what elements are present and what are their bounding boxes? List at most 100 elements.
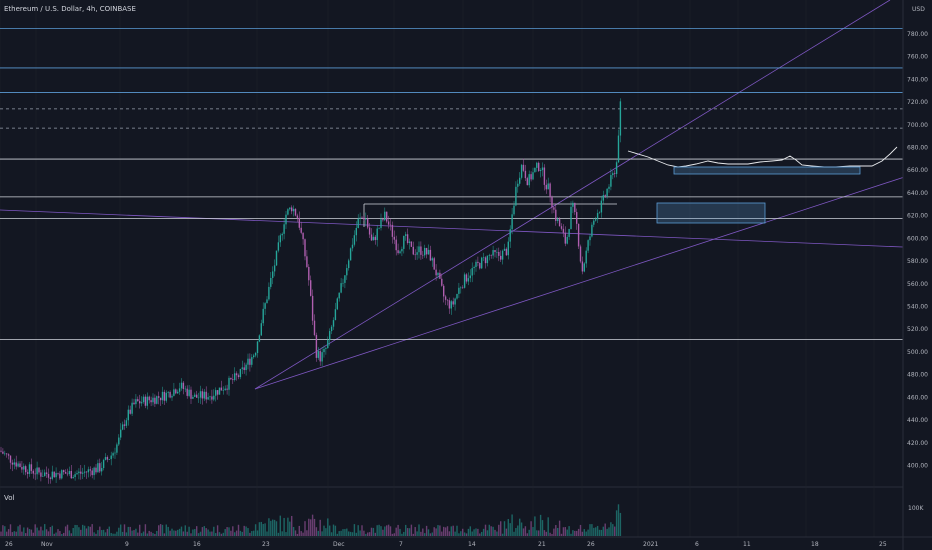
volume-bar — [539, 514, 542, 536]
volume-bar — [294, 530, 297, 536]
candle-body — [17, 463, 19, 467]
volume-bar — [519, 518, 521, 536]
candle-body — [121, 424, 124, 430]
candle-body — [387, 221, 390, 225]
volume-bar — [494, 529, 496, 536]
price-tick-label: 600.00 — [907, 235, 928, 242]
volume-bar — [25, 533, 27, 536]
candle-body — [11, 462, 14, 465]
volume-bar — [182, 531, 185, 536]
candle-body — [414, 254, 416, 256]
volume-bar — [196, 526, 198, 536]
volume-bar — [291, 515, 293, 536]
volume-bar — [241, 531, 243, 536]
volume-bar — [473, 529, 475, 536]
volume-bar — [289, 521, 291, 536]
volume-bar — [606, 528, 608, 536]
volume-bar — [501, 533, 504, 536]
candle-body — [304, 239, 306, 257]
candle-body — [266, 299, 268, 304]
candle-body — [26, 472, 29, 474]
volume-bar — [91, 524, 93, 536]
candle-body — [378, 227, 380, 229]
time-axis[interactable]: 26 Nov 9 16 23 Dec 7 14 21 26 2021 6 11 18 25 — [0, 536, 932, 548]
candle-body — [593, 220, 595, 225]
volume-bar — [275, 521, 278, 536]
projection-box — [656, 202, 766, 224]
time-tick-label: 11 — [743, 541, 751, 548]
volume-bar — [118, 527, 120, 536]
volume-bar — [306, 530, 308, 536]
volume-bar — [123, 524, 126, 536]
candle-body — [137, 399, 139, 402]
candle-body — [568, 229, 570, 237]
currency-label: USD — [912, 6, 925, 13]
volume-bar — [4, 526, 6, 536]
candle-body — [173, 389, 175, 396]
candle-body — [462, 287, 464, 289]
volume-bar — [595, 527, 597, 536]
volume-bar — [19, 524, 21, 536]
volume-bar — [167, 526, 169, 536]
volume-bar — [602, 526, 604, 536]
candle-body — [403, 235, 405, 249]
volume-bar — [218, 532, 221, 536]
candle-body — [264, 303, 266, 309]
volume-bar — [329, 525, 331, 536]
volume-bar — [547, 517, 549, 536]
price-axis[interactable]: 400.00 420.00 440.00 460.00 480.00 500.00 520.… — [902, 0, 932, 550]
candle-body — [395, 239, 397, 251]
candle-body — [492, 250, 494, 256]
candle-body — [558, 219, 561, 227]
candle-body — [45, 472, 48, 474]
volume-bar — [367, 532, 369, 536]
candle-body — [116, 444, 118, 453]
candle-body — [125, 420, 128, 426]
volume-bar — [68, 530, 71, 536]
candle-body — [342, 282, 344, 284]
candle-body — [359, 217, 361, 219]
volume-bar — [262, 523, 264, 536]
candle-body — [488, 255, 490, 256]
volume-bar — [7, 529, 10, 536]
candle-body — [70, 470, 72, 479]
volume-bar — [228, 527, 230, 536]
candle-body — [262, 308, 264, 324]
candle-body — [167, 392, 169, 393]
candle-body — [441, 278, 443, 286]
candle-body — [577, 223, 580, 247]
volume-bar — [323, 525, 325, 536]
volume-bar — [38, 530, 40, 536]
candle-body — [106, 457, 109, 460]
candle-body — [112, 453, 114, 456]
candle-body — [348, 260, 350, 269]
volume-bar — [422, 528, 424, 536]
volume-bar — [78, 527, 80, 536]
volume-bar — [433, 527, 435, 536]
candle-body — [538, 162, 540, 172]
volume-bar — [562, 527, 565, 536]
chart-title: Ethereum / U.S. Dollar, 4h, COINBASE — [4, 5, 136, 13]
candle-body — [321, 352, 323, 362]
volume-bar — [500, 521, 502, 536]
candle-body — [177, 391, 179, 394]
volume-bar — [203, 526, 205, 536]
candle-body — [382, 219, 384, 221]
volume-bar — [125, 532, 128, 536]
candle-body — [245, 364, 247, 371]
volume-bar — [435, 528, 437, 536]
price-tick-label: 720.00 — [907, 99, 928, 106]
candle-body — [184, 388, 186, 390]
volume-bar — [405, 524, 407, 536]
volume-bar — [397, 524, 399, 536]
candle-body — [215, 390, 217, 396]
volume-bar — [247, 528, 249, 536]
candle-body — [28, 464, 31, 474]
candle-body — [150, 400, 152, 403]
candle-body — [355, 227, 357, 236]
volume-bar — [479, 533, 481, 536]
volume-bar — [471, 531, 473, 536]
volume-bar — [551, 533, 553, 536]
candle-body — [285, 214, 287, 225]
